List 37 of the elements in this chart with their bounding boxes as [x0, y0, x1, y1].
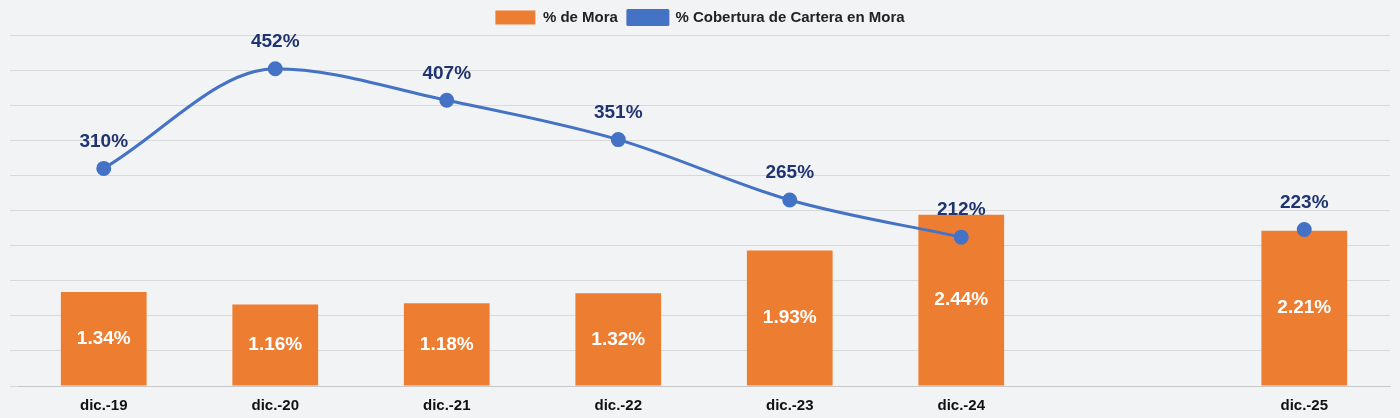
point [96, 160, 112, 176]
bar [918, 214, 1005, 386]
x-tick-label: dic.-19 [79, 396, 128, 414]
data-label: 407% [422, 61, 472, 83]
point [439, 92, 455, 108]
data-label: 2.44% [934, 288, 989, 310]
data-label: 1.16% [248, 333, 303, 355]
data-label: 1.32% [591, 327, 646, 349]
x-tick-label: dic.-20 [251, 396, 300, 414]
bar [232, 304, 319, 386]
point [267, 61, 283, 77]
bar [1261, 230, 1348, 386]
data-label: 1.93% [762, 306, 817, 328]
point [1296, 221, 1312, 237]
data-label: 265% [765, 161, 815, 183]
data-label: 310% [79, 129, 129, 151]
data-label: 2.21% [1277, 296, 1332, 318]
data-label: 223% [1279, 190, 1329, 212]
legend-label: % de Mora [542, 7, 619, 25]
point [610, 132, 626, 148]
point [953, 229, 969, 245]
x-tick-label: dic.-25 [1280, 396, 1329, 414]
data-label: 1.18% [419, 332, 474, 354]
point [782, 192, 798, 208]
x-tick-label: dic.-22 [594, 396, 643, 414]
bar [575, 293, 662, 386]
x-tick-label: dic.-24 [937, 396, 986, 414]
legend-label: % Cobertura de Cartera en Mora [675, 7, 906, 25]
x-tick-label: dic.-23 [765, 396, 814, 414]
data-label: 212% [936, 198, 986, 220]
bar [403, 303, 490, 386]
data-label: 1.34% [76, 326, 131, 348]
bar [746, 250, 833, 386]
data-label: 452% [250, 29, 300, 51]
data-label: 351% [593, 100, 643, 122]
x-tick-label: dic.-21 [422, 396, 471, 414]
bar [60, 291, 147, 386]
